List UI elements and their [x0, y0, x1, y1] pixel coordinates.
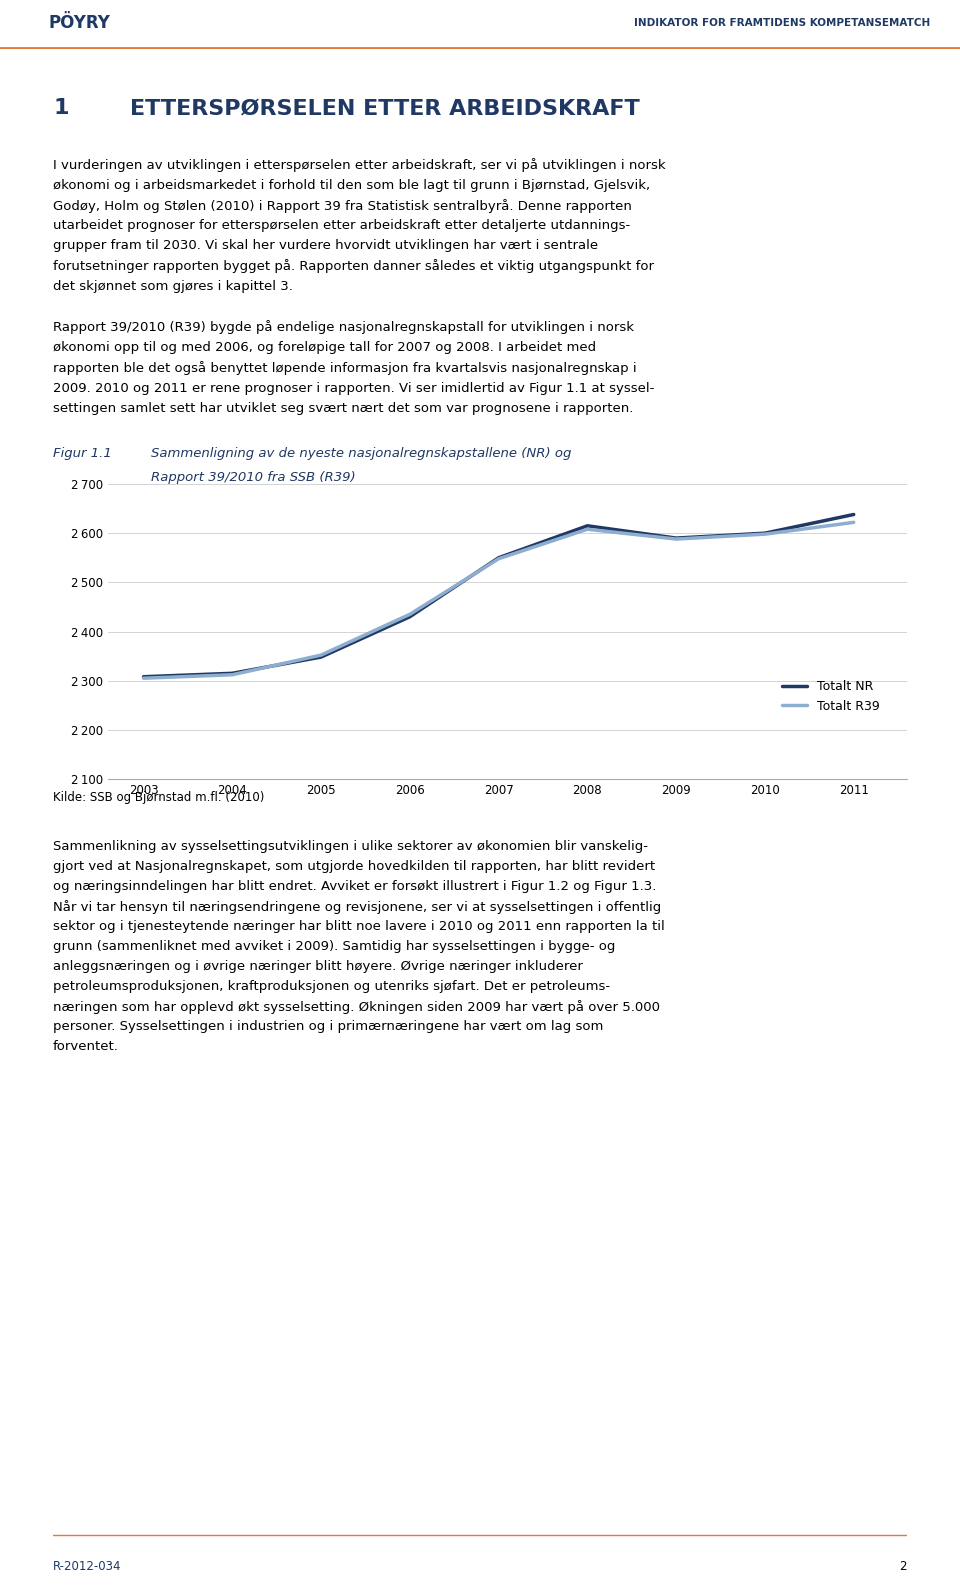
Totalt NR: [315, 647, 326, 666]
Text: 2: 2: [900, 1559, 907, 1573]
Text: settingen samlet sett har utviklet seg svært nært det som var prognosene i rappo: settingen samlet sett har utviklet seg s…: [53, 402, 634, 416]
Text: 2009. 2010 og 2011 er rene prognoser i rapporten. Vi ser imidlertid av Figur 1.1: 2009. 2010 og 2011 er rene prognoser i r…: [53, 381, 655, 395]
Text: næringen som har opplevd økt sysselsetting. Økningen siden 2009 har vært på over: næringen som har opplevd økt sysselsetti…: [53, 999, 660, 1014]
Text: Figur 1.1: Figur 1.1: [53, 448, 111, 461]
Text: Rapport 39/2010 fra SSB (R39): Rapport 39/2010 fra SSB (R39): [152, 472, 356, 485]
Text: grupper fram til 2030. Vi skal her vurdere hvorvidt utviklingen har vært i sentr: grupper fram til 2030. Vi skal her vurde…: [53, 239, 598, 252]
Text: rapporten ble det også benyttet løpende informasjon fra kvartalsvis nasjonalregn: rapporten ble det også benyttet løpende …: [53, 360, 636, 375]
Totalt R39: [492, 550, 504, 569]
Text: økonomi og i arbeidsmarkedet i forhold til den som ble lagt til grunn i Bjørnsta: økonomi og i arbeidsmarkedet i forhold t…: [53, 179, 650, 191]
Totalt R39: [582, 520, 593, 539]
Text: ETTERSPØRSELEN ETTER ARBEIDSKRAFT: ETTERSPØRSELEN ETTER ARBEIDSKRAFT: [130, 99, 639, 118]
Text: forutsetninger rapporten bygget på. Rapporten danner således et viktig utgangspu: forutsetninger rapporten bygget på. Rapp…: [53, 260, 654, 273]
Totalt R39: [848, 513, 859, 532]
Text: INDIKATOR FOR FRAMTIDENS KOMPETANSEMATCH: INDIKATOR FOR FRAMTIDENS KOMPETANSEMATCH: [634, 18, 930, 29]
Totalt NR: [759, 523, 771, 542]
Text: 1: 1: [53, 99, 68, 118]
Text: anleggsnæringen og i øvrige næringer blitt høyere. Øvrige næringer inkluderer: anleggsnæringen og i øvrige næringer bli…: [53, 960, 583, 974]
Text: gjort ved at Nasjonalregnskapet, som utgjorde hovedkilden til rapporten, har bli: gjort ved at Nasjonalregnskapet, som utg…: [53, 861, 655, 874]
Totalt R39: [315, 646, 326, 665]
Text: utarbeidet prognoser for etterspørselen etter arbeidskraft etter detaljerte utda: utarbeidet prognoser for etterspørselen …: [53, 220, 631, 233]
Text: Sammenligning av de nyeste nasjonalregnskapstallene (NR) og: Sammenligning av de nyeste nasjonalregns…: [152, 448, 571, 461]
Text: økonomi opp til og med 2006, og foreløpige tall for 2007 og 2008. I arbeidet med: økonomi opp til og med 2006, og foreløpi…: [53, 341, 596, 354]
Totalt R39: [404, 604, 416, 623]
Text: Når vi tar hensyn til næringsendringene og revisjonene, ser vi at sysselsettinge: Når vi tar hensyn til næringsendringene …: [53, 901, 661, 913]
Text: petroleumsproduksjonen, kraftproduksjonen og utenriks sjøfart. Det er petroleums: petroleumsproduksjonen, kraftproduksjone…: [53, 980, 611, 993]
Text: I vurderingen av utviklingen i etterspørselen etter arbeidskraft, ser vi på utvi: I vurderingen av utviklingen i etterspør…: [53, 158, 665, 172]
Totalt NR: [492, 548, 504, 567]
Totalt NR: [582, 516, 593, 536]
Line: Totalt NR: Totalt NR: [143, 515, 853, 677]
Totalt R39: [227, 665, 238, 684]
Totalt R39: [137, 668, 149, 687]
Totalt NR: [227, 663, 238, 682]
Text: personer. Sysselsettingen i industrien og i primærnæringene har vært om lag som: personer. Sysselsettingen i industrien o…: [53, 1020, 604, 1033]
Text: grunn (sammenliknet med avviket i 2009). Samtidig har sysselsettingen i bygge- o: grunn (sammenliknet med avviket i 2009).…: [53, 940, 615, 953]
Text: R-2012-034: R-2012-034: [53, 1559, 122, 1573]
Text: PÖYRY: PÖYRY: [48, 14, 109, 32]
Line: Totalt R39: Totalt R39: [143, 523, 853, 677]
Totalt R39: [759, 524, 771, 544]
Totalt R39: [670, 529, 682, 548]
Text: det skjønnet som gjøres i kapittel 3.: det skjønnet som gjøres i kapittel 3.: [53, 281, 293, 293]
Text: forventet.: forventet.: [53, 1039, 119, 1054]
Text: Sammenlikning av sysselsettingsutviklingen i ulike sektorer av økonomien blir va: Sammenlikning av sysselsettingsutvikling…: [53, 840, 648, 853]
Legend: Totalt NR, Totalt R39: Totalt NR, Totalt R39: [777, 676, 885, 717]
Text: sektor og i tjenesteytende næringer har blitt noe lavere i 2010 og 2011 enn rapp: sektor og i tjenesteytende næringer har …: [53, 920, 664, 934]
Text: og næringsinndelingen har blitt endret. Avviket er forsøkt illustrert i Figur 1.: og næringsinndelingen har blitt endret. …: [53, 880, 657, 893]
Totalt NR: [670, 529, 682, 548]
Totalt NR: [137, 668, 149, 687]
Totalt NR: [848, 505, 859, 524]
Text: Rapport 39/2010 (R39) bygde på endelige nasjonalregnskapstall for utviklingen i : Rapport 39/2010 (R39) bygde på endelige …: [53, 320, 634, 333]
Totalt NR: [404, 607, 416, 626]
Text: Kilde: SSB og Bjørnstad m.fl. (2010): Kilde: SSB og Bjørnstad m.fl. (2010): [53, 791, 264, 803]
Text: Godøy, Holm og Stølen (2010) i Rapport 39 fra Statistisk sentralbyrå. Denne rapp: Godøy, Holm og Stølen (2010) i Rapport 3…: [53, 199, 632, 212]
